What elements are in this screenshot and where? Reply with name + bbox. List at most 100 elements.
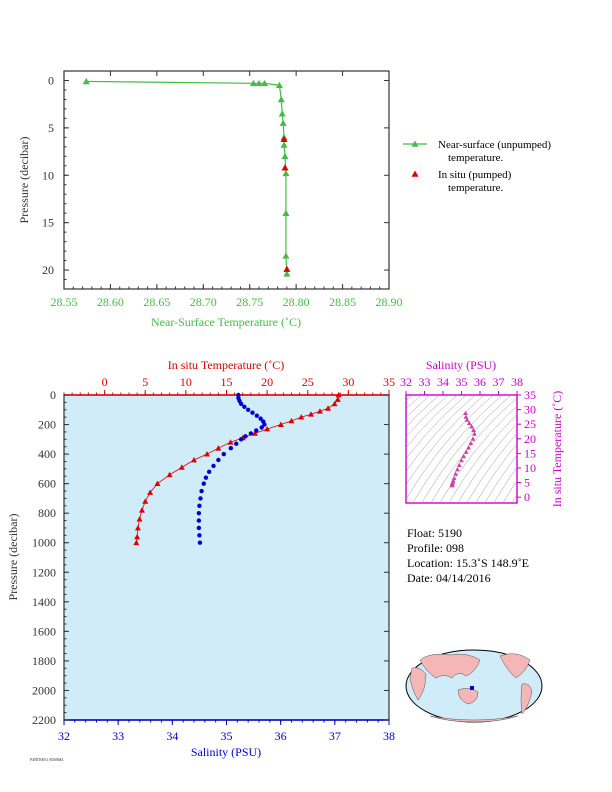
- pressure-tick-label: 200: [38, 418, 56, 432]
- legend-label-in-situ: In situ (pumped): [438, 169, 512, 181]
- temperature-point: [204, 451, 210, 457]
- near-surface-point: [255, 79, 263, 87]
- temperature-point: [334, 396, 341, 402]
- temp-tick-label: 35: [383, 375, 395, 389]
- density-contour: [412, 395, 503, 503]
- salinity-point: [254, 413, 260, 418]
- density-contour: [493, 466, 517, 503]
- x-tick-label: 28.55: [51, 295, 78, 309]
- near-surface-point: [249, 79, 257, 87]
- near-surface-point: [282, 252, 290, 259]
- salinity-point: [199, 488, 204, 494]
- temperature-point: [134, 533, 141, 540]
- temperature-point: [142, 498, 149, 504]
- density-contour: [448, 414, 517, 503]
- x-tick-label: 28.75: [236, 295, 263, 309]
- ts-point: [470, 436, 476, 441]
- ts-temp-tick-label: 30: [524, 403, 536, 417]
- map-land-north-america: [499, 653, 531, 679]
- near-surface-point: [280, 141, 288, 148]
- y-tick-label: 20: [42, 263, 54, 277]
- salinity-point: [238, 401, 244, 407]
- salinity-point: [228, 445, 234, 451]
- temp-tick-label: 10: [180, 375, 192, 389]
- density-contour: [439, 405, 517, 503]
- density-contour: [466, 433, 517, 503]
- ts-sal-tick-label: 32: [400, 375, 412, 389]
- x-tick-label: 28.85: [329, 295, 356, 309]
- salinity-point: [197, 503, 202, 508]
- density-contour: [457, 423, 517, 503]
- salinity-point: [243, 434, 248, 439]
- ts-point: [449, 483, 455, 488]
- temperature-point: [178, 464, 185, 470]
- temperature-point: [227, 439, 234, 445]
- salinity-point: [248, 431, 254, 436]
- density-contour: [406, 395, 485, 486]
- sal-tick-label: 38: [383, 729, 395, 743]
- temperature-point: [215, 445, 222, 451]
- pressure-tick-label: 2200: [32, 713, 56, 727]
- temperature-point: [288, 417, 295, 424]
- temperature-point: [316, 408, 323, 414]
- sal-tick-label: 37: [329, 729, 341, 743]
- in-situ-point: [280, 135, 288, 143]
- ts-point: [468, 440, 474, 446]
- map-land-africa: [409, 667, 427, 701]
- temp-tick-label: 15: [221, 375, 233, 389]
- ts-sal-tick-label: 36: [474, 375, 486, 389]
- ts-sal-tick-label: 34: [437, 375, 449, 389]
- ts-point: [471, 427, 476, 432]
- ts-point: [459, 457, 464, 463]
- float-info: Float: 5190 Profile: 098 Location: 15.3˚…: [407, 526, 529, 586]
- pressure-tick-label: 1400: [32, 595, 56, 609]
- pressure-tick-label: 1600: [32, 624, 56, 638]
- pressure-tick-label: 1200: [32, 565, 56, 579]
- salinity-point: [196, 510, 202, 516]
- temperature-point: [331, 400, 338, 407]
- sal-tick-label: 35: [221, 729, 233, 743]
- ts-point: [461, 453, 467, 459]
- near-surface-point: [279, 119, 287, 126]
- legend-label-near-surface-line2: temperature.: [448, 152, 504, 164]
- temperature-point: [325, 405, 332, 411]
- near-surface-point: [283, 270, 291, 277]
- y-axis-label: Pressure (decibar): [17, 137, 31, 224]
- salinity-point: [196, 518, 202, 523]
- near-surface-point: [275, 81, 283, 89]
- salinity-point: [254, 428, 259, 433]
- salinity-point: [206, 469, 212, 475]
- sal-axis-label: Salinity (PSU): [191, 745, 261, 759]
- near-surface-point: [277, 95, 285, 103]
- ts-point: [469, 424, 475, 429]
- ts-temp-tick-label: 0: [524, 490, 530, 504]
- density-contour: [511, 493, 517, 503]
- legend-label-in-situ-line2: temperature.: [448, 182, 504, 194]
- salinity-point: [203, 475, 209, 480]
- ts-sal-tick-label: 37: [493, 375, 505, 389]
- y-tick-label: 5: [48, 121, 54, 135]
- pressure-tick-label: 1800: [32, 654, 56, 668]
- x-tick-label: 28.80: [283, 295, 310, 309]
- temperature-point: [335, 392, 342, 398]
- temp-tick-label: 25: [302, 375, 314, 389]
- density-contour: [406, 395, 467, 460]
- temperature-point: [264, 425, 271, 432]
- y-tick-label: 0: [48, 73, 54, 87]
- ts-point: [463, 410, 468, 416]
- density-contour: [406, 395, 494, 500]
- ts-sal-axis-label: Salinity (PSU): [426, 358, 496, 372]
- ts-point: [464, 417, 470, 422]
- map-land-asia: [419, 653, 481, 679]
- x-tick-label: 28.90: [376, 295, 403, 309]
- density-contour: [406, 395, 458, 448]
- salinity-point: [197, 540, 203, 545]
- in-situ-point: [283, 265, 291, 272]
- ts-point: [466, 445, 471, 450]
- temp-tick-label: 0: [102, 375, 108, 389]
- in-situ-point: [281, 164, 289, 171]
- map-land-australia: [457, 688, 479, 705]
- salinity-point: [262, 422, 267, 427]
- temperature-point: [136, 516, 143, 522]
- temperature-point: [139, 507, 145, 513]
